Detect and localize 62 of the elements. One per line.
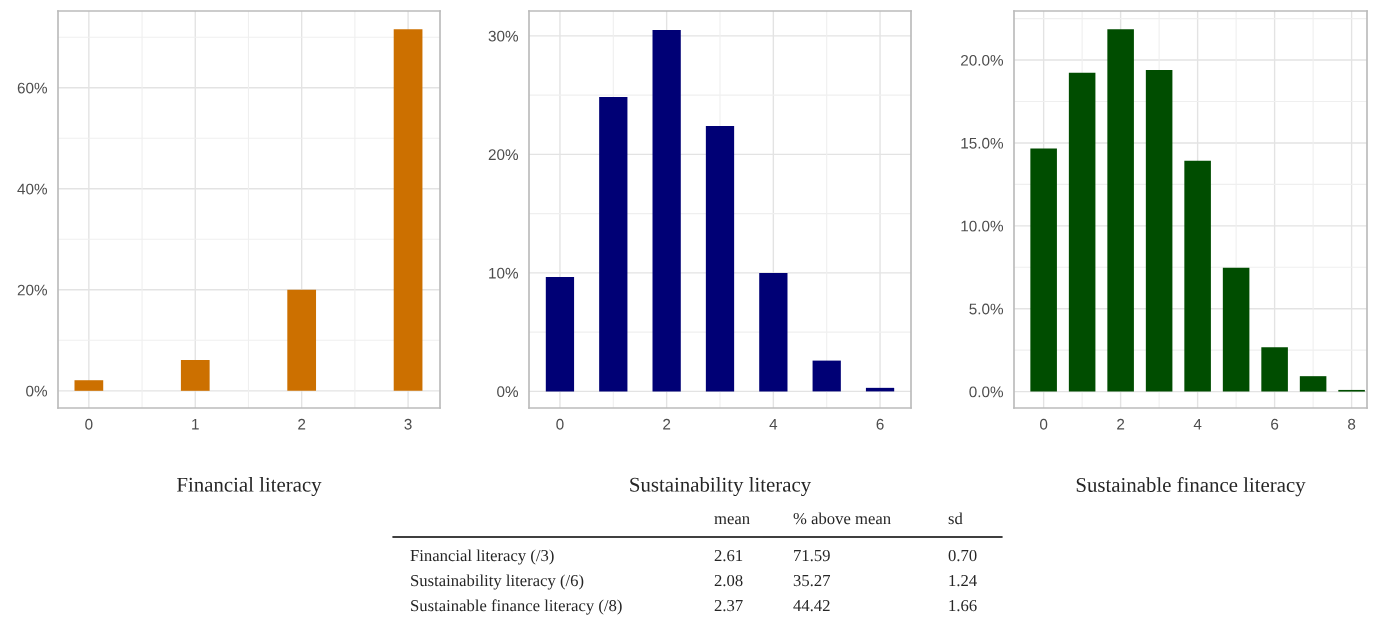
bar [1222, 267, 1250, 392]
text: 44.42 [793, 599, 830, 612]
bar [652, 29, 681, 392]
bar [759, 272, 788, 392]
x-tick-label: 4 [1193, 418, 1202, 430]
bar [705, 125, 735, 392]
text: 2.08 [714, 574, 743, 587]
y-tick-label: 10% [489, 267, 519, 279]
text: 2.37 [714, 599, 743, 612]
bar [1068, 72, 1096, 392]
bar [287, 289, 317, 391]
x-tick-label: 0 [1039, 418, 1048, 430]
x-axis-title: Sustainable finance literacy [1076, 477, 1306, 497]
y-tick-label: 0% [26, 385, 48, 397]
bar [1030, 148, 1057, 392]
y-tick-label: 40% [17, 183, 48, 195]
text: sd [948, 512, 963, 525]
x-tick-label: 2 [663, 418, 671, 430]
bar [74, 380, 104, 391]
y-tick-label: 30% [488, 30, 519, 42]
x-tick-label: 8 [1348, 418, 1356, 430]
y-tick-label: 20% [17, 284, 48, 296]
x-tick-label: 6 [1271, 418, 1279, 430]
bar [393, 29, 423, 391]
text: Sustainability literacy (/6) [411, 574, 584, 590]
x-tick-label: 3 [404, 418, 412, 430]
bar [1145, 70, 1173, 392]
bar [1184, 160, 1211, 392]
y-tick-label: 0% [497, 386, 519, 398]
text: % above mean [793, 512, 891, 525]
y-tick-label: 5.0% [969, 303, 1004, 315]
text: mean [714, 516, 750, 525]
y-tick-label: 20% [488, 149, 519, 161]
y-tick-label: 60% [17, 82, 48, 94]
text: Financial literacy (/3) [410, 549, 554, 565]
text: 1.66 [949, 599, 977, 612]
text: 71.59 [794, 549, 830, 562]
bar [812, 360, 841, 392]
bar [1299, 376, 1327, 392]
text: 2.61 [714, 549, 743, 562]
bar [180, 360, 210, 391]
text: 35.27 [793, 574, 831, 587]
x-tick-label: 2 [1117, 418, 1125, 430]
x-tick-label: 0 [556, 418, 564, 430]
text: 1.24 [949, 574, 977, 587]
y-tick-label: 10.0% [961, 220, 1004, 232]
x-axis-title: Financial literacy [177, 477, 322, 497]
bar [1107, 29, 1134, 392]
bar [599, 96, 628, 392]
x-tick-label: 2 [298, 418, 306, 430]
text: Sustainable finance literacy (/8) [411, 599, 622, 615]
x-tick-label: 1 [192, 418, 199, 430]
y-tick-label: 0.0% [969, 386, 1004, 398]
x-tick-label: 6 [876, 418, 884, 430]
bar [1261, 347, 1288, 392]
y-tick-label: 20.0% [961, 54, 1004, 66]
x-tick-label: 0 [85, 418, 93, 430]
bar [545, 277, 575, 392]
x-axis-title: Sustainability literacy [630, 477, 812, 497]
y-tick-label: 15.0% [961, 137, 1004, 149]
x-tick-label: 4 [769, 418, 778, 430]
text: 0.70 [948, 549, 977, 562]
